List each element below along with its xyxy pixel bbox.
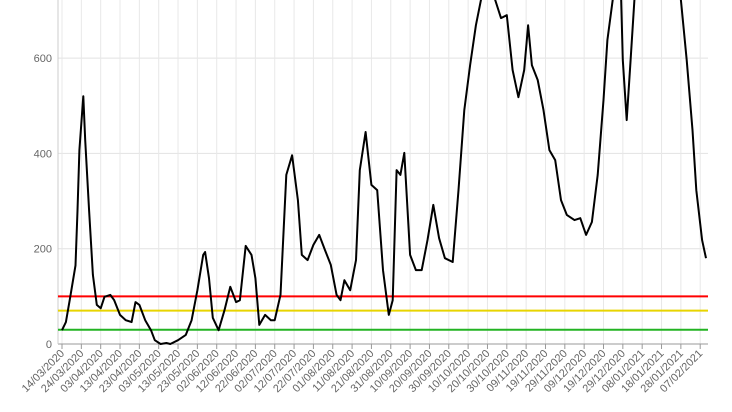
- y-tick-label: 0: [46, 339, 52, 351]
- y-tick-label: 400: [34, 148, 52, 160]
- data-line: [61, 0, 707, 345]
- y-tick-label: 600: [34, 53, 52, 65]
- y-tick-label: 200: [34, 244, 52, 256]
